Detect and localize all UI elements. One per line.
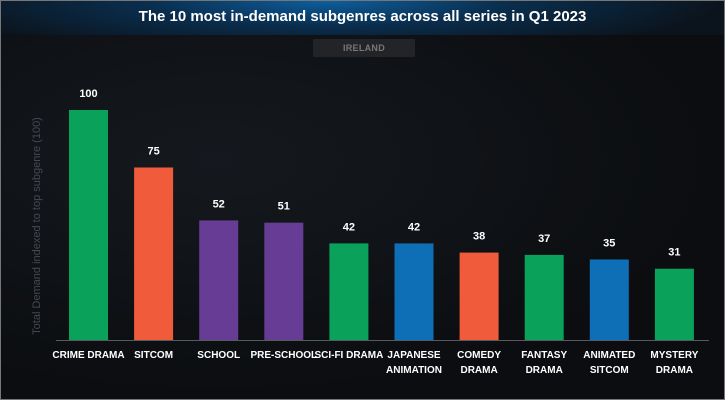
chart-title: The 10 most in-demand subgenres across a…	[138, 8, 587, 25]
data-label: 51	[278, 201, 290, 213]
category-label: DRAMA	[656, 365, 693, 376]
category-label: MYSTERY	[650, 350, 698, 361]
category-label: CRIME DRAMA	[52, 350, 124, 361]
category-label: SCI-FI DRAMA	[314, 350, 383, 361]
region-badge: IRELAND	[313, 39, 415, 57]
category-label: PRE-SCHOOL	[250, 350, 317, 361]
data-label: 31	[668, 247, 680, 259]
bar	[264, 222, 304, 340]
bar	[199, 220, 239, 340]
data-label: 100	[79, 88, 97, 100]
data-label: 37	[538, 233, 550, 245]
category-label: JAPANESE	[387, 350, 440, 361]
category-label: DRAMA	[460, 365, 497, 376]
category-label: SITCOM	[590, 365, 629, 376]
category-label: SITCOM	[134, 350, 173, 361]
category-label: ANIMATED	[583, 350, 635, 361]
category-label: COMEDY	[457, 350, 501, 361]
bar	[524, 254, 564, 340]
data-label: 38	[473, 231, 485, 243]
bar	[654, 268, 694, 340]
data-label: 52	[213, 198, 225, 210]
data-label: 75	[147, 146, 159, 158]
category-label: FANTASY	[521, 350, 567, 361]
data-label: 42	[343, 221, 355, 233]
bar	[329, 243, 369, 340]
data-label: 35	[603, 238, 615, 250]
title-bar	[1, 1, 724, 35]
category-label: DRAMA	[526, 365, 563, 376]
bar	[394, 243, 434, 340]
category-label: SCHOOL	[197, 350, 240, 361]
bar	[589, 259, 629, 340]
category-label: ANIMATION	[386, 365, 442, 376]
bar	[134, 167, 174, 340]
bar	[459, 252, 499, 340]
bar	[69, 110, 108, 340]
data-label: 42	[408, 221, 420, 233]
